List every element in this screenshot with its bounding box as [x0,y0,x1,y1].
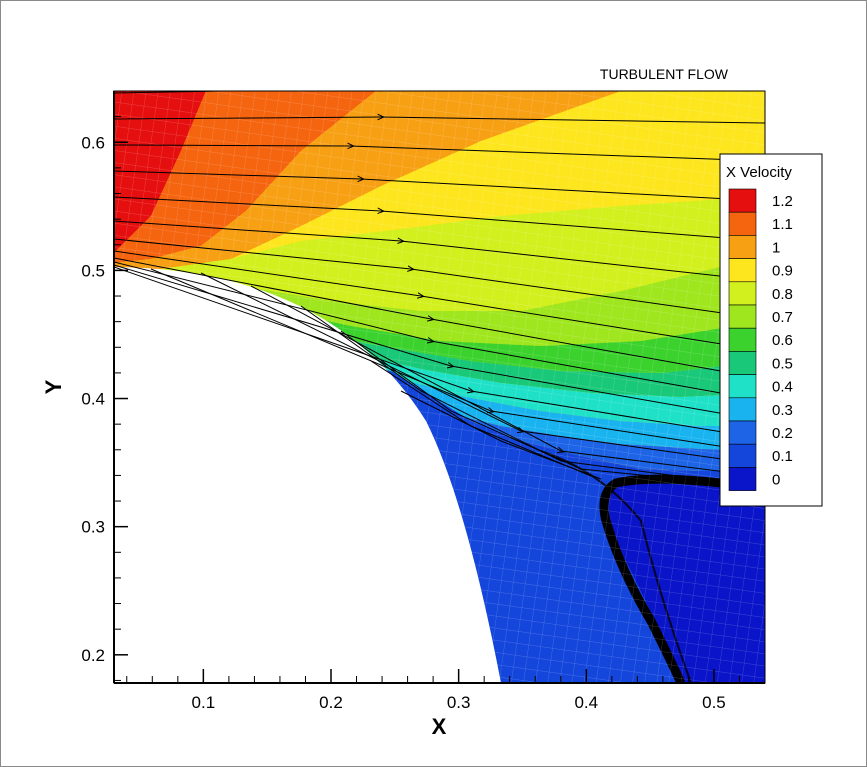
streamline [114,257,765,380]
legend-label: 0.4 [772,379,793,396]
streamline [200,272,765,466]
streamline [114,266,765,440]
legend-label: 0 [772,471,780,488]
legend-label: 0.9 [772,263,793,280]
legend-swatch [728,374,757,399]
body-surface [114,267,501,683]
legend-label: 0.2 [772,425,793,442]
legend: X Velocity 1.2 1.1 1 0.9 0.8 0.7 0.6 0.5 0.4 0.3 0… [719,153,823,507]
y-tick-label: 0.5 [81,261,105,280]
legend-swatch [728,443,757,468]
legend-title: X Velocity [726,164,792,181]
legend-swatch [728,258,757,283]
streamline [114,238,765,320]
x-tick-label: 0.2 [319,693,343,712]
legend-label: 0.7 [772,309,793,326]
streamline [114,196,765,242]
y-tick-label: 0.6 [81,133,105,152]
streamline [300,305,702,480]
legend-label: 0.8 [772,286,793,303]
x-tick-label: 0.3 [447,693,471,712]
x-axis-title: X [432,714,447,739]
x-axis-ticks: 0.1 0.2 0.3 0.4 0.5 [126,669,740,712]
legend-swatch [728,397,757,422]
x-tick-label: 0.4 [574,693,598,712]
streamlines [114,91,765,484]
y-tick-label: 0.3 [81,518,105,537]
legend-label: 1 [772,239,780,256]
streamline [114,220,765,282]
legend-items: 1.2 1.1 1 0.9 0.8 0.7 0.6 0.5 0.4 0.3 0.2 0.1 0 [728,188,793,491]
x-tick-label: 0.5 [702,693,726,712]
legend-swatch [728,281,757,306]
streamline [114,250,765,352]
legend-label: 0.5 [772,355,793,372]
legend-swatch [728,304,757,329]
streamline [114,264,765,422]
chart-title: TURBULENT FLOW [600,66,729,82]
legend-swatch [728,211,757,236]
streamline [150,268,765,454]
streamline [114,145,765,162]
legend-label: 0.6 [772,332,793,349]
legend-swatch [728,327,757,352]
legend-label: 1.1 [772,216,793,233]
y-tick-label: 0.2 [81,646,105,665]
streamline [400,390,602,480]
x-tick-label: 0.1 [192,693,216,712]
legend-label: 0.3 [772,402,793,419]
streamline [340,330,722,484]
legend-swatch [728,467,757,491]
legend-label: 1.2 [772,193,793,210]
y-axis-ticks: 0.2 0.3 0.4 0.5 0.6 [81,116,128,681]
legend-swatch [728,235,757,259]
legend-swatch [728,420,757,445]
legend-swatch [728,188,757,213]
y-axis-title: Y [41,379,66,394]
y-tick-label: 0.4 [81,390,105,409]
legend-swatch [728,351,757,375]
streamline [114,170,765,202]
legend-label: 0.1 [772,448,793,465]
streamline [114,261,765,402]
streamline [114,117,765,124]
